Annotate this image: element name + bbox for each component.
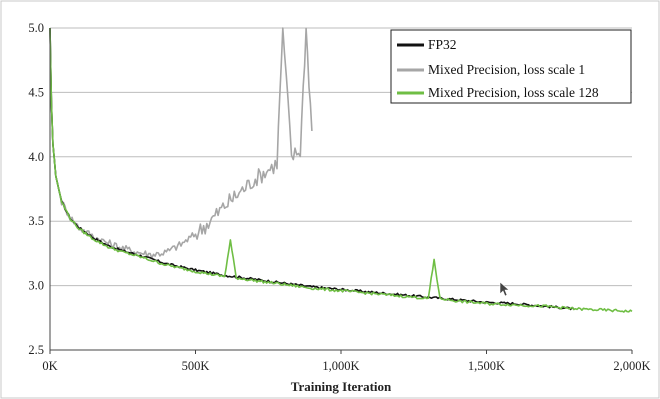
legend-entry-mixed-precision-loss-scale-128: Mixed Precision, loss scale 128 [428, 85, 599, 100]
axes: 2.5 3.0 3.5 4.0 4.5 5.0 0K 500K 1,000K 1,500K 2,00… [28, 21, 650, 373]
x-tick-label: 0K [42, 359, 57, 373]
x-tick-label: 2,000K [613, 359, 650, 373]
x-tick-label: 500K [182, 359, 210, 373]
y-tick-label: 3.0 [28, 279, 44, 293]
y-tick-label: 3.5 [28, 214, 44, 228]
y-tick-label: 4.5 [28, 85, 44, 99]
x-axis-label: Training Iteration [291, 379, 392, 394]
y-tick-label: 2.5 [28, 343, 44, 357]
legend-box [390, 29, 632, 104]
legend: FP32 Mixed Precision, loss scale 1 Mixed… [390, 29, 632, 104]
y-tick-label: 4.0 [28, 150, 44, 164]
legend-entry-mixed-precision-loss-scale-1: Mixed Precision, loss scale 1 [428, 62, 585, 77]
x-tick-label: 1,000K [322, 359, 359, 373]
legend-entry-fp32: FP32 [428, 37, 457, 52]
gridlines [50, 27, 632, 287]
y-tick-label: 5.0 [28, 21, 44, 35]
series-line-mixed-precision-loss-scale-128 [49, 27, 633, 313]
cursor-arrow-icon [499, 281, 510, 297]
x-tick-label: 1,500K [468, 359, 505, 373]
series-lines [49, 27, 633, 313]
